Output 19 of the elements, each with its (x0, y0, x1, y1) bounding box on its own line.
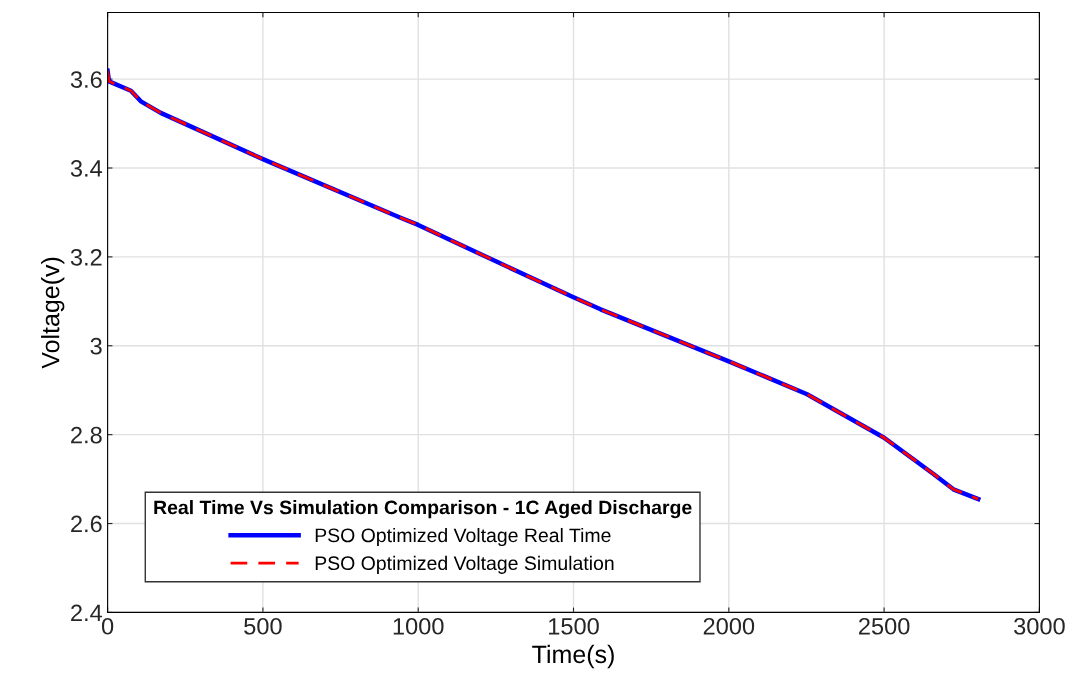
legend-title: Real Time Vs Simulation Comparison - 1C Aged Discharge (154, 500, 692, 519)
x-tick-label: 3000 (1014, 617, 1065, 635)
x-tick-label: 1500 (549, 617, 599, 635)
x-tick-label: 1000 (393, 617, 444, 635)
y-tick-label: 3.4 (70, 160, 103, 177)
x-tick-label: 2500 (859, 617, 910, 635)
legend-label: PSO Optimized Voltage Simulation (315, 555, 614, 574)
x-axis-title: Time(s) (532, 644, 614, 669)
y-tick-label: 3 (90, 337, 102, 355)
y-tick-label: 2.8 (71, 426, 102, 444)
y-tick-label: 3.2 (70, 248, 102, 266)
x-tick-label: 500 (244, 617, 282, 635)
y-tick-label: 3.6 (70, 71, 102, 88)
y-tick-label: 2.6 (71, 515, 102, 533)
legend-label: PSO Optimized Voltage Real Time (315, 527, 611, 547)
x-tick-label: 2000 (703, 617, 755, 635)
x-tick-label: 0 (101, 617, 114, 635)
y-tick-label: 2.4 (71, 604, 103, 621)
y-axis-title: Voltage(v) (41, 257, 65, 369)
